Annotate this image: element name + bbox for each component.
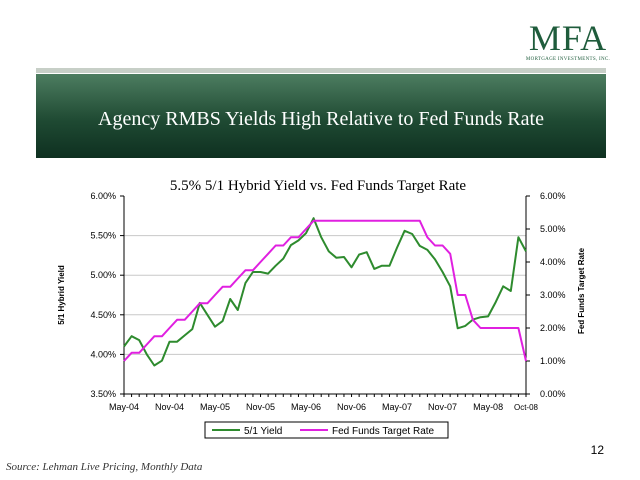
title-band: Agency RMBS Yields High Relative to Fed …	[36, 74, 606, 158]
right-tick-label: 6.00%	[540, 191, 566, 201]
right-tick-label: 5.00%	[540, 224, 566, 234]
right-tick-label: 1.00%	[540, 356, 566, 366]
right-tick-label: 4.00%	[540, 257, 566, 267]
right-axis-label: Fed Funds Target Rate	[577, 247, 586, 334]
x-tick-label: May-04	[109, 402, 139, 412]
x-tick-label: May-06	[291, 402, 321, 412]
x-tick-label: Oct-08	[514, 403, 539, 412]
logo-subtitle: MORTGAGE INVESTMENTS, INC.	[525, 57, 611, 62]
series-line-1	[123, 217, 527, 367]
x-tick-label: Nov-07	[428, 402, 457, 412]
x-tick-label: Nov-05	[246, 402, 275, 412]
left-tick-label: 6.00%	[90, 191, 116, 201]
x-tick-label: May-05	[200, 402, 230, 412]
logo-mark: MFA	[528, 18, 608, 58]
x-tick-label: Nov-04	[155, 402, 184, 412]
header-divider	[36, 68, 606, 73]
left-tick-label: 5.50%	[90, 231, 116, 241]
page-number: 12	[590, 443, 604, 457]
right-tick-label: 2.00%	[540, 323, 566, 333]
left-tick-label: 3.50%	[90, 389, 116, 399]
series-line-2	[123, 219, 527, 362]
legend-label-2: Fed Funds Target Rate	[332, 426, 435, 437]
right-tick-label: 3.00%	[540, 290, 566, 300]
slide-title: Agency RMBS Yields High Relative to Fed …	[98, 108, 544, 130]
x-tick-label: Nov-06	[337, 402, 366, 412]
left-tick-label: 4.00%	[90, 349, 116, 359]
left-tick-label: 5.00%	[90, 270, 116, 280]
left-axis-label: 5/1 Hybrid Yield	[57, 265, 66, 325]
right-tick-label: 0.00%	[540, 389, 566, 399]
chart-title: 5.5% 5/1 Hybrid Yield vs. Fed Funds Targ…	[170, 178, 466, 194]
x-tick-label: May-08	[473, 402, 503, 412]
x-tick-label: May-07	[382, 402, 412, 412]
legend-label-1: 5/1 Yield	[244, 426, 282, 437]
left-tick-label: 4.50%	[90, 310, 116, 320]
source-note: Source: Lehman Live Pricing, Monthly Dat…	[6, 461, 203, 473]
company-logo: MFA MORTGAGE INVESTMENTS, INC.	[520, 20, 616, 62]
